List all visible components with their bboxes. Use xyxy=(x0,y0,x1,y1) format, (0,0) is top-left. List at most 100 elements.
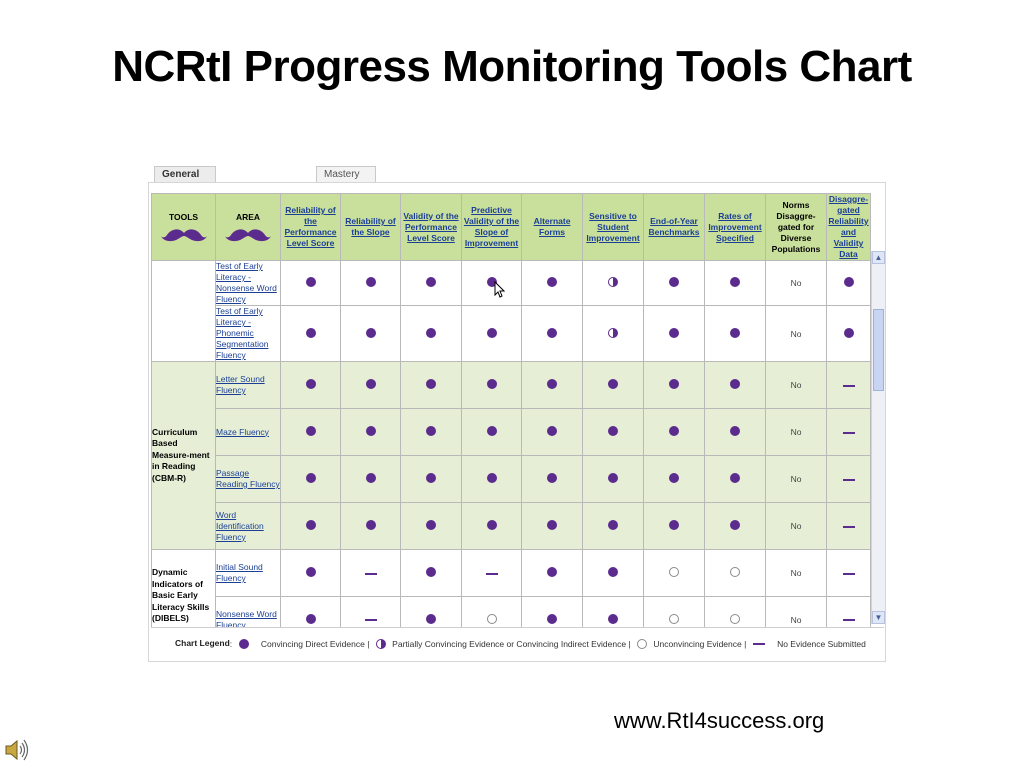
full-circle-icon xyxy=(305,567,316,577)
full-circle-icon xyxy=(426,473,436,483)
full-circle-icon xyxy=(730,327,740,338)
col-reliability-slope[interactable]: Reliability of the Slope xyxy=(340,193,401,261)
header-row: TOOLS AREA Reliability of the Performanc… xyxy=(151,193,871,261)
area-link[interactable]: Passage Reading Fluency xyxy=(215,455,281,503)
area-link[interactable]: Letter Sound Fluency xyxy=(215,361,281,409)
scroll-up-arrow-icon[interactable]: ▲ xyxy=(872,251,885,264)
rating-cell xyxy=(280,455,341,503)
rating-cell xyxy=(461,455,522,503)
rating-cell xyxy=(280,502,341,550)
table-row: Test of Early Literacy - Phonemic Segmen… xyxy=(152,305,871,362)
rating-cell xyxy=(826,408,871,456)
rating-cell xyxy=(521,260,583,306)
dash-icon xyxy=(364,572,377,575)
rating-cell xyxy=(340,260,401,306)
tool-cbm-r: Curriculum Based Measure-ment in Reading… xyxy=(151,361,216,550)
tab-mastery-measures[interactable]: Mastery Measures xyxy=(316,166,376,196)
legend-dash-label: No Evidence Submitted xyxy=(777,638,866,649)
full-circle-icon xyxy=(608,379,618,389)
rating-cell xyxy=(704,455,766,503)
vertical-scrollbar[interactable]: ▲ ▼ xyxy=(871,251,885,624)
full-circle-icon xyxy=(365,520,376,530)
col-area: AREA xyxy=(215,193,281,261)
full-circle-icon xyxy=(843,277,854,287)
scroll-thumb[interactable] xyxy=(873,309,884,391)
legend-empty-label: Unconvincing Evidence | xyxy=(653,638,747,649)
empty-circle-icon xyxy=(669,567,679,577)
area-link[interactable]: Test of Early Literacy - Phonemic Segmen… xyxy=(215,305,281,362)
dash-icon xyxy=(842,525,855,528)
tools-table: TOOLS AREA Reliability of the Performanc… xyxy=(151,193,871,643)
dash-icon xyxy=(842,619,855,622)
rating-cell xyxy=(643,549,705,597)
full-circle-icon xyxy=(305,613,316,624)
rating-cell xyxy=(704,549,766,597)
scroll-down-arrow-icon[interactable]: ▼ xyxy=(872,611,885,624)
full-circle-icon xyxy=(305,379,316,389)
col-sensitive[interactable]: Sensitive to Student Improvement xyxy=(582,193,644,261)
empty-circle-icon xyxy=(730,613,740,624)
rating-cell xyxy=(643,408,705,456)
rating-cell xyxy=(582,549,644,597)
rating-cell xyxy=(643,361,705,409)
area-link[interactable]: Initial Sound Fluency xyxy=(215,549,281,597)
rating-cell xyxy=(280,408,341,456)
col-reliability-performance[interactable]: Reliability of the Performance Level Sco… xyxy=(280,193,341,261)
rating-cell xyxy=(582,408,644,456)
col-benchmarks[interactable]: End-of-Year Benchmarks xyxy=(643,193,705,261)
full-circle-icon xyxy=(426,567,436,577)
rating-cell xyxy=(704,361,766,409)
tab-general-outcome-measures[interactable]: General Outcome Measures xyxy=(154,166,217,212)
full-circle-icon xyxy=(730,426,740,436)
norms-value: No xyxy=(765,408,827,456)
empty-circle-icon xyxy=(486,613,497,624)
col-rates[interactable]: Rates of Improvement Specified xyxy=(704,193,766,261)
col-disaggregated[interactable]: Disaggre-gated Reliability and Validity … xyxy=(826,193,871,261)
norms-value: No xyxy=(765,549,827,597)
rating-cell xyxy=(280,361,341,409)
col-alternate-forms[interactable]: Alternate Forms xyxy=(521,193,583,261)
table-row: Word Identification Fluency No xyxy=(152,502,871,550)
chart-frame: TOOLS AREA Reliability of the Performanc… xyxy=(148,182,886,662)
rating-cell xyxy=(826,361,871,409)
rating-cell xyxy=(826,455,871,503)
full-circle-icon xyxy=(730,520,740,530)
full-circle-icon xyxy=(238,638,249,649)
table-body: Test of Early Literacy - Nonsense Word F… xyxy=(151,260,871,643)
rating-cell xyxy=(280,260,341,306)
half-circle-icon xyxy=(608,277,618,287)
rating-cell xyxy=(521,361,583,409)
norms-value: No xyxy=(765,502,827,550)
full-circle-icon xyxy=(669,327,679,338)
full-circle-icon xyxy=(486,426,497,436)
col-validity-performance[interactable]: Validity of the Performance Level Score xyxy=(400,193,462,261)
empty-circle-icon xyxy=(669,613,679,624)
footer-url[interactable]: www.RtI4success.org xyxy=(614,708,825,733)
area-link[interactable]: Word Identification Fluency xyxy=(215,502,281,550)
col-predictive-validity[interactable]: Predictive Validity of the Slope of Impr… xyxy=(461,193,522,261)
half-circle-icon xyxy=(608,327,618,338)
rating-cell xyxy=(704,260,766,306)
rating-cell xyxy=(826,260,871,306)
full-circle-icon xyxy=(547,277,557,287)
rating-cell xyxy=(340,549,401,597)
speaker-icon[interactable] xyxy=(4,738,30,762)
rating-cell xyxy=(521,455,583,503)
full-circle-icon xyxy=(486,327,497,338)
rating-cell xyxy=(461,549,522,597)
area-link[interactable]: Maze Fluency xyxy=(215,408,281,456)
full-circle-icon xyxy=(486,520,497,530)
rating-cell xyxy=(521,549,583,597)
full-circle-icon xyxy=(669,520,679,530)
full-circle-icon xyxy=(608,567,618,577)
rating-cell xyxy=(643,455,705,503)
full-circle-icon xyxy=(426,613,436,624)
rating-cell xyxy=(461,260,522,306)
empty-circle-icon xyxy=(637,638,647,649)
area-link[interactable]: Test of Early Literacy - Nonsense Word F… xyxy=(215,260,281,306)
rating-cell xyxy=(461,502,522,550)
rating-cell xyxy=(461,361,522,409)
full-circle-icon xyxy=(669,379,679,389)
chart-screenshot: General Outcome Measures Mastery Measure… xyxy=(148,164,886,662)
full-circle-icon xyxy=(365,426,376,436)
